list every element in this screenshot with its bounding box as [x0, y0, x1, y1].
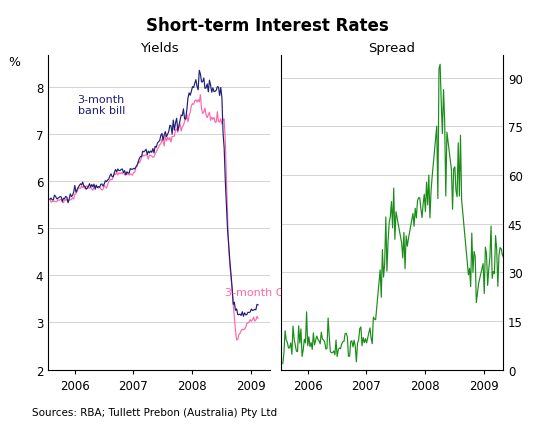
Title: Spread: Spread: [369, 42, 416, 55]
Text: 3-month OIS: 3-month OIS: [225, 287, 295, 298]
Text: Short-term Interest Rates: Short-term Interest Rates: [146, 17, 389, 35]
Text: 3-month
bank bill: 3-month bank bill: [78, 95, 125, 116]
Text: %: %: [8, 56, 20, 69]
Text: Sources: RBA; Tullett Prebon (Australia) Pty Ltd: Sources: RBA; Tullett Prebon (Australia)…: [32, 407, 277, 417]
Title: Yields: Yields: [140, 42, 178, 55]
